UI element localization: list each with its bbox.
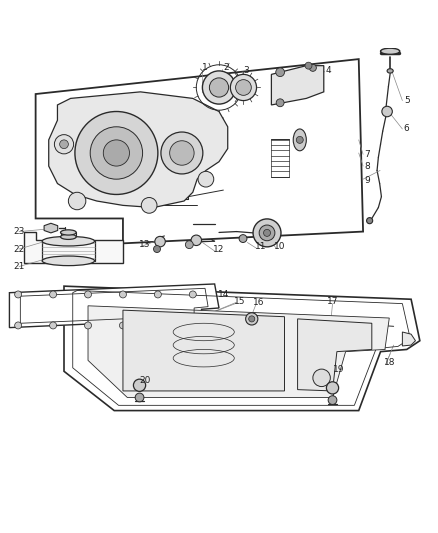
Text: 14: 14 (218, 290, 229, 300)
Ellipse shape (258, 236, 277, 241)
Text: 23: 23 (13, 227, 25, 236)
Circle shape (103, 140, 130, 166)
Circle shape (367, 217, 373, 224)
Circle shape (85, 322, 92, 329)
Circle shape (202, 71, 236, 104)
Circle shape (246, 313, 258, 325)
Text: 9: 9 (364, 176, 370, 185)
Polygon shape (35, 59, 363, 244)
Circle shape (85, 291, 92, 298)
Ellipse shape (42, 236, 95, 246)
Text: 17: 17 (327, 297, 338, 306)
Text: 10: 10 (274, 243, 286, 252)
Text: 21: 21 (13, 262, 25, 271)
Ellipse shape (60, 234, 76, 239)
Ellipse shape (387, 69, 393, 73)
Circle shape (253, 219, 281, 247)
Text: 13: 13 (139, 240, 151, 249)
Text: 19: 19 (333, 366, 345, 375)
Circle shape (155, 236, 165, 247)
Circle shape (309, 64, 316, 71)
Circle shape (54, 135, 74, 154)
Text: 5: 5 (404, 96, 410, 105)
Circle shape (135, 393, 144, 402)
Polygon shape (403, 332, 416, 346)
Circle shape (328, 395, 337, 405)
Ellipse shape (42, 256, 95, 265)
Text: 16: 16 (253, 298, 264, 307)
Circle shape (120, 322, 127, 329)
Text: 7: 7 (364, 150, 370, 159)
Polygon shape (123, 310, 285, 391)
Circle shape (209, 78, 229, 97)
Circle shape (153, 246, 160, 253)
Circle shape (382, 106, 392, 117)
Polygon shape (297, 319, 372, 391)
Text: 1: 1 (202, 63, 208, 72)
Circle shape (326, 382, 339, 394)
Circle shape (236, 79, 251, 95)
Circle shape (239, 235, 247, 243)
Circle shape (249, 316, 255, 322)
Text: 20: 20 (139, 376, 151, 385)
Text: 12: 12 (213, 245, 225, 254)
Circle shape (185, 241, 193, 248)
Circle shape (14, 291, 21, 298)
Ellipse shape (60, 230, 76, 235)
Polygon shape (64, 286, 420, 410)
Ellipse shape (293, 129, 306, 151)
Circle shape (14, 322, 21, 329)
Circle shape (191, 235, 201, 246)
Circle shape (230, 75, 257, 101)
Circle shape (264, 229, 271, 236)
Circle shape (154, 322, 161, 329)
Circle shape (68, 192, 86, 210)
Text: 22: 22 (14, 245, 25, 254)
Circle shape (49, 322, 57, 329)
Text: 3: 3 (243, 66, 249, 75)
Text: 8: 8 (364, 161, 370, 171)
Circle shape (276, 99, 284, 107)
Circle shape (90, 127, 143, 179)
Polygon shape (44, 223, 58, 233)
Circle shape (75, 111, 158, 195)
Circle shape (60, 140, 68, 149)
Circle shape (305, 62, 312, 69)
Circle shape (161, 132, 203, 174)
Circle shape (170, 141, 194, 165)
Circle shape (189, 291, 196, 298)
Circle shape (141, 198, 157, 213)
Polygon shape (49, 92, 228, 207)
Text: 18: 18 (384, 358, 395, 367)
Ellipse shape (381, 48, 400, 54)
Circle shape (120, 291, 127, 298)
Text: 11: 11 (255, 243, 266, 252)
Circle shape (198, 171, 214, 187)
Polygon shape (272, 66, 324, 105)
Circle shape (259, 225, 275, 241)
Circle shape (189, 322, 196, 329)
Circle shape (276, 68, 285, 77)
Circle shape (134, 379, 146, 391)
Circle shape (296, 136, 303, 143)
Circle shape (49, 291, 57, 298)
Circle shape (313, 369, 330, 386)
Text: 2: 2 (223, 63, 229, 72)
Polygon shape (10, 284, 219, 328)
Polygon shape (88, 306, 389, 398)
Text: 15: 15 (234, 297, 246, 306)
Text: 6: 6 (404, 125, 410, 133)
Text: 4: 4 (325, 66, 331, 75)
Circle shape (154, 291, 161, 298)
Polygon shape (24, 231, 123, 263)
